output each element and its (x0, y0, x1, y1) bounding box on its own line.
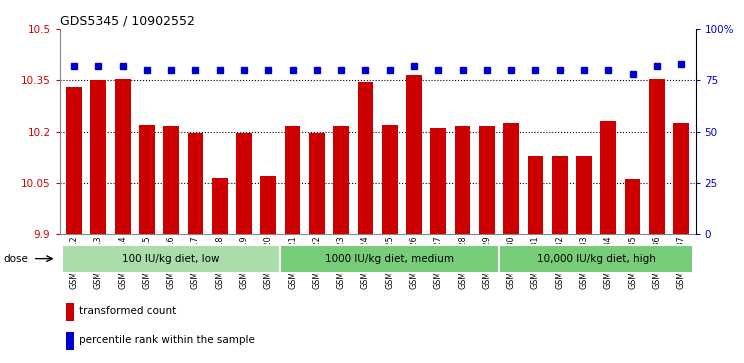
Bar (358, 82, 373, 234)
Bar (187, 132, 203, 234)
Text: transformed count: transformed count (79, 306, 176, 316)
Bar (260, 176, 276, 234)
Text: 100 IU/kg diet, low: 100 IU/kg diet, low (123, 254, 220, 264)
Bar (625, 179, 641, 234)
Bar (430, 128, 446, 234)
Bar (66, 303, 74, 321)
Text: 1000 IU/kg diet, medium: 1000 IU/kg diet, medium (325, 254, 455, 264)
Bar (309, 132, 325, 234)
Bar (280, 245, 499, 273)
Text: 10,000 IU/kg diet, high: 10,000 IU/kg diet, high (536, 254, 655, 264)
Bar (527, 155, 543, 234)
Bar (576, 155, 591, 234)
Text: dose: dose (4, 254, 28, 264)
Bar (552, 155, 568, 234)
Bar (499, 245, 693, 273)
Bar (649, 79, 664, 234)
Text: percentile rank within the sample: percentile rank within the sample (79, 335, 254, 345)
Bar (236, 132, 252, 234)
Bar (600, 121, 616, 234)
Bar (212, 178, 228, 234)
Bar (503, 123, 519, 234)
Bar (62, 245, 280, 273)
Bar (333, 126, 349, 234)
Bar (382, 125, 397, 234)
Text: GDS5345 / 10902552: GDS5345 / 10902552 (60, 15, 194, 28)
Bar (66, 87, 82, 234)
Bar (115, 79, 130, 234)
Bar (479, 126, 495, 234)
Bar (285, 126, 301, 234)
Bar (673, 123, 689, 234)
Bar (139, 125, 155, 234)
Bar (66, 332, 74, 350)
Bar (164, 126, 179, 234)
Bar (455, 126, 470, 234)
Bar (91, 80, 106, 234)
Bar (406, 75, 422, 234)
